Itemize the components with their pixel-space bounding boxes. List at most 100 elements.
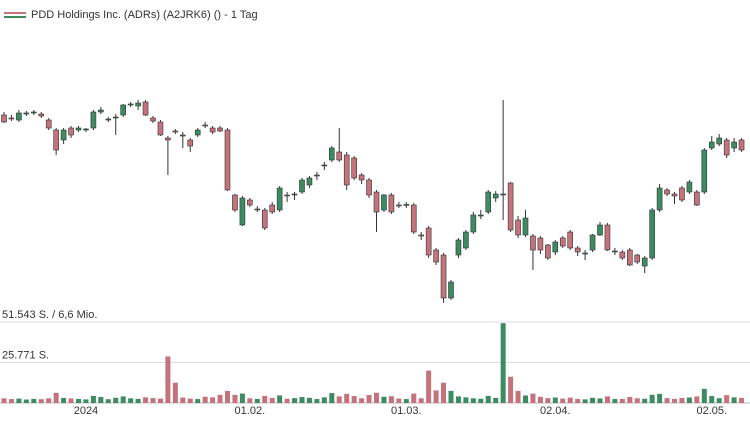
candle-body: [604, 224, 611, 251]
candle-body: [53, 129, 59, 151]
volume-bar: [381, 396, 387, 403]
volume-bar: [202, 396, 208, 403]
candle-body: [202, 124, 208, 127]
candle-body: [142, 101, 149, 116]
volume-bar: [426, 370, 432, 403]
volume-bar: [61, 397, 67, 403]
volume-bar: [76, 398, 81, 403]
candle-body: [664, 189, 670, 195]
volume-bar: [552, 397, 558, 403]
candle-body: [515, 219, 521, 236]
candle-body: [656, 187, 663, 211]
candle-body: [440, 254, 447, 299]
volume-bar: [68, 398, 74, 403]
candle-body: [224, 129, 231, 191]
volume-bar: [500, 323, 506, 403]
candle-body: [209, 127, 216, 133]
volume-bar: [686, 397, 692, 403]
volume-bar: [508, 376, 514, 403]
volume-bar: [493, 397, 499, 403]
volume-bar: [649, 394, 655, 403]
candle-body: [336, 151, 343, 161]
candle-body: [455, 239, 462, 256]
volume-bar: [31, 398, 37, 403]
candle-body: [545, 244, 551, 259]
x-tick-label: 01.02.: [235, 405, 266, 417]
candle-body: [403, 204, 410, 206]
candle-body: [68, 127, 74, 136]
volume-bar: [731, 397, 737, 403]
candle-body: [194, 129, 201, 136]
candle-body: [247, 199, 253, 206]
volume-bar: [679, 397, 685, 403]
candle-body: [738, 139, 745, 151]
candle-body: [180, 134, 186, 137]
candle-body: [574, 247, 581, 253]
volume-bar: [187, 398, 193, 403]
volume-bar: [515, 390, 521, 403]
candle-body: [217, 127, 223, 132]
volume-bar: [150, 398, 156, 403]
candle-body: [492, 193, 499, 199]
candle-body: [343, 154, 350, 186]
volume-bar: [83, 399, 89, 403]
candle-body: [150, 117, 156, 122]
candle-body: [597, 224, 603, 236]
volume-bar: [672, 398, 677, 403]
volume-bar: [545, 398, 551, 403]
candle-body: [537, 237, 544, 251]
candle-body: [284, 194, 290, 197]
volume-bar: [403, 399, 409, 403]
volume-bar: [359, 398, 365, 403]
volume-bar: [478, 398, 484, 403]
candle-body: [254, 208, 261, 211]
candle-body: [425, 227, 432, 256]
candle-body: [708, 141, 715, 149]
candle-body: [120, 104, 126, 116]
volume-bar: [597, 398, 603, 403]
volume-bar: [724, 395, 730, 403]
volume-bar: [433, 390, 439, 403]
volume-bar: [321, 397, 327, 403]
candle-body: [589, 234, 596, 251]
volume-bar: [299, 397, 305, 403]
x-tick-label: 01.03.: [391, 405, 422, 417]
volume-bar: [165, 356, 171, 403]
candle-body: [448, 281, 454, 299]
volume-bar: [46, 398, 52, 403]
candle-body: [358, 174, 365, 181]
y-tick-label: 51.543 S. / 6,6 Mio.: [2, 309, 97, 321]
volume-bar: [619, 398, 625, 403]
candle-body: [1, 114, 7, 123]
volume-bar: [560, 398, 566, 403]
volume-bar: [98, 397, 104, 403]
candle-body: [507, 182, 514, 231]
volume-bar: [664, 398, 670, 403]
volume-bar: [217, 394, 223, 403]
candle-body: [559, 237, 566, 247]
volume-bar: [292, 398, 298, 403]
volume-bar: [105, 399, 111, 403]
volume-bar: [694, 396, 700, 403]
candle-body: [463, 231, 469, 249]
volume-bar: [90, 395, 96, 403]
candle-body: [127, 103, 134, 106]
volume-bar: [366, 394, 372, 403]
volume-bar: [604, 396, 610, 403]
candle-body: [671, 193, 678, 197]
volume-bar: [232, 394, 238, 403]
volume-bar: [314, 399, 320, 403]
volume-bar: [627, 397, 633, 403]
candle-body: [500, 193, 506, 196]
volume-bar: [567, 397, 573, 403]
y-tick-label: 25.771 S.: [2, 349, 49, 361]
candle-body: [641, 257, 648, 267]
candle-body: [701, 149, 708, 193]
candle-body: [23, 112, 30, 115]
candle-body: [485, 191, 492, 213]
volume-bar: [210, 397, 216, 403]
candle-body: [723, 139, 730, 156]
volume-bar: [53, 392, 59, 403]
volume-bar: [120, 396, 126, 403]
candle-body: [373, 191, 380, 213]
